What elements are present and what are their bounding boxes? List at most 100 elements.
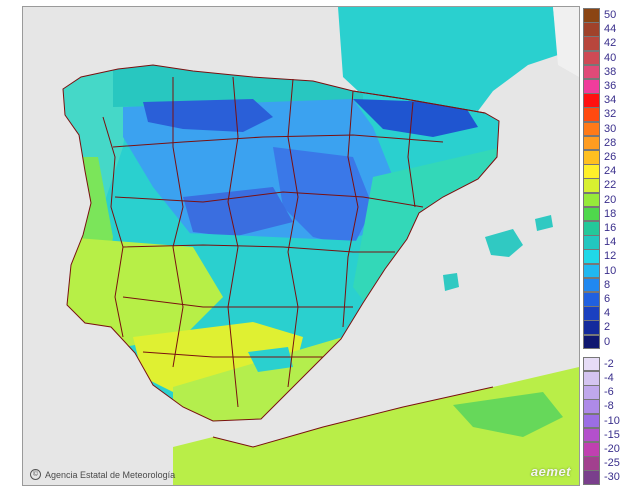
legend-swatch-pos-10: [583, 150, 600, 165]
legend-label-pos-9: 28: [604, 136, 617, 149]
legend-swatch-pos-1: [583, 22, 600, 37]
legend-label-neg-3: -8: [604, 400, 614, 413]
border-v2: [227, 76, 239, 408]
legend-label-pos-5: 36: [604, 80, 617, 92]
legend-swatch-pos-11: [583, 164, 600, 179]
legend-swatch-pos-19: [583, 277, 600, 293]
border-h4: [122, 296, 353, 308]
aemet-logo: aemet: [530, 464, 571, 479]
legend-swatch-neg-3: [583, 399, 600, 415]
region-central-system: [183, 187, 293, 237]
region-north-africa: [173, 367, 579, 485]
legend-swatch-pos-20: [583, 292, 600, 307]
region-north-africa-highland: [453, 392, 563, 437]
legend-swatch-pos-18: [583, 263, 600, 279]
legend-swatch-neg-0: [583, 356, 600, 372]
legend-label-pos-20: 6: [604, 293, 611, 305]
legend-label-pos-3: 40: [604, 51, 617, 64]
border-v5: [407, 101, 416, 208]
credit-line: © Agencia Estatal de Meteorología: [30, 469, 175, 480]
border-v1: [172, 77, 184, 368]
legend-label-neg-2: -6: [604, 386, 614, 399]
legend-swatch-neg-5: [583, 427, 600, 443]
legend-label-pos-18: 10: [604, 264, 617, 277]
legend-label-neg-4: -10: [604, 414, 620, 427]
legend-swatch-pos-8: [583, 121, 600, 137]
legend-label-neg-7: -25: [604, 457, 620, 470]
legend-label-pos-1: 44: [604, 23, 617, 36]
legend-label-pos-0: 50: [604, 9, 617, 21]
border-coast: [62, 64, 500, 422]
legend-swatch-pos-21: [583, 306, 600, 321]
temperature-map: © Agencia Estatal de Meteorología aemet: [22, 6, 580, 486]
border-h2: [114, 191, 424, 208]
legend-swatch-neg-6: [583, 442, 600, 457]
legend-label-pos-21: 4: [604, 307, 611, 320]
map-canvas: [23, 7, 579, 485]
color-legend: 50 44 42 40 38 36 34 32 30 28 26 24 22 20 18 16 14 12 10 8 6…: [583, 8, 629, 492]
legend-swatch-pos-17: [583, 249, 600, 265]
legend-swatch-neg-1: [583, 371, 600, 386]
legend-swatch-pos-2: [583, 36, 600, 52]
legend-label-pos-17: 12: [604, 250, 617, 263]
legend-swatch-pos-13: [583, 192, 600, 208]
legend-label-neg-6: -20: [604, 443, 620, 455]
legend-swatch-pos-14: [583, 206, 600, 222]
island-menorca: [535, 215, 553, 231]
border-africa: [212, 386, 494, 448]
legend-label-pos-2: 42: [604, 37, 617, 50]
legend-label-pos-7: 32: [604, 108, 617, 121]
region-france: [338, 7, 558, 111]
border-h5: [142, 351, 323, 358]
legend-label-pos-19: 8: [604, 278, 611, 291]
legend-swatch-pos-4: [583, 64, 600, 80]
legend-swatch-pos-6: [583, 93, 600, 108]
legend-swatch-neg-7: [583, 456, 600, 471]
legend-swatch-pos-0: [583, 8, 600, 23]
border-france: [352, 90, 486, 114]
legend-label-neg-8: -30: [604, 471, 620, 484]
border-h1: [112, 134, 444, 148]
region-cantabrian-mountains: [143, 99, 273, 132]
legend-swatch-pos-23: [583, 334, 600, 350]
legend-label-neg-5: -15: [604, 428, 620, 441]
region-sierra-nevada: [248, 347, 293, 372]
island-mallorca: [485, 229, 523, 257]
legend-label-pos-15: 16: [604, 222, 617, 234]
border-portugal: [102, 116, 124, 338]
credit-text: Agencia Estatal de Meteorología: [45, 469, 176, 480]
legend-swatch-pos-15: [583, 221, 600, 236]
border-v3: [287, 78, 299, 388]
legend-label-pos-11: 24: [604, 165, 617, 178]
legend-swatch-pos-7: [583, 107, 600, 123]
copyright-icon: ©: [30, 469, 41, 480]
region-iberian-system: [273, 147, 373, 247]
legend-label-pos-10: 26: [604, 151, 617, 163]
legend-swatch-neg-4: [583, 413, 600, 429]
legend-swatch-pos-16: [583, 235, 600, 250]
legend-label-pos-16: 14: [604, 236, 617, 249]
border-h3: [122, 244, 395, 253]
region-pyrenees: [353, 99, 478, 137]
island-ibiza: [443, 273, 459, 291]
legend-label-pos-12: 22: [604, 179, 617, 192]
legend-label-pos-6: 34: [604, 94, 617, 107]
province-borders: [62, 64, 500, 448]
legend-swatch-pos-5: [583, 79, 600, 94]
legend-swatch-pos-22: [583, 320, 600, 336]
legend-label-neg-0: -2: [604, 357, 614, 370]
region-east-land: [553, 7, 579, 77]
legend-label-pos-4: 38: [604, 65, 617, 78]
legend-label-pos-22: 2: [604, 321, 611, 334]
legend-swatch-pos-3: [583, 50, 600, 66]
legend-label-pos-8: 30: [604, 122, 617, 135]
legend-swatch-pos-9: [583, 135, 600, 151]
legend-label-pos-13: 20: [604, 193, 617, 206]
legend-swatch-neg-2: [583, 385, 600, 400]
legend-label-pos-14: 18: [604, 207, 617, 220]
legend-label-pos-23: 0: [604, 335, 611, 348]
region-southwest: [63, 237, 223, 347]
legend-swatch-pos-12: [583, 178, 600, 194]
border-v4: [342, 90, 359, 328]
legend-swatch-neg-8: [583, 470, 600, 486]
